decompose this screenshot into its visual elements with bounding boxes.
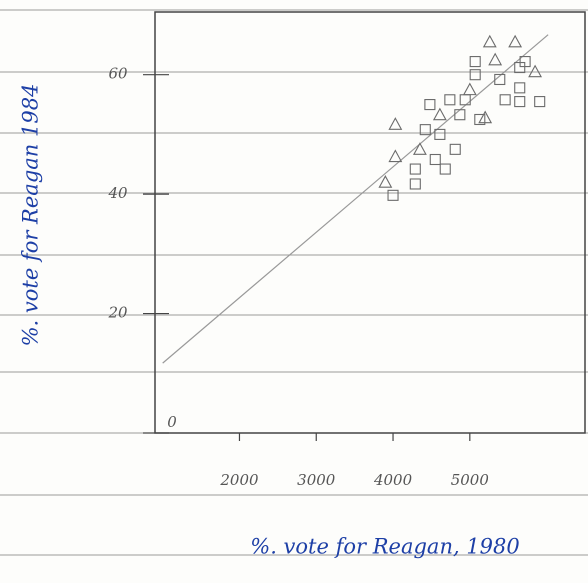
page: %. vote for Reagan 1984 %. vote for Reag… <box>0 0 588 583</box>
x-tick-label: 3000 <box>297 471 336 489</box>
point <box>440 164 450 174</box>
point <box>450 144 460 154</box>
point <box>388 190 398 200</box>
y-tick-label: 40 <box>107 184 128 202</box>
point <box>509 36 521 47</box>
point <box>379 176 391 187</box>
point <box>529 66 541 77</box>
y-tick-label: 60 <box>108 65 128 83</box>
plot-frame <box>155 12 585 433</box>
x-tick-label: 5000 <box>451 471 490 489</box>
x-axis-label: %. vote for Reagan, 1980 <box>250 535 520 559</box>
point <box>445 95 455 105</box>
point <box>515 97 525 107</box>
point <box>470 70 480 80</box>
y-tick-label: 20 <box>107 304 128 322</box>
point <box>434 109 446 120</box>
point <box>430 154 440 164</box>
point <box>435 129 445 139</box>
point <box>489 54 501 65</box>
point <box>535 97 545 107</box>
point <box>470 57 480 67</box>
trend-line <box>163 35 548 363</box>
point <box>425 100 435 110</box>
x-tick-label: 4000 <box>373 471 413 489</box>
point <box>410 164 420 174</box>
paper-lines <box>0 10 588 555</box>
y-tick-label: 0 <box>167 413 177 431</box>
point <box>500 95 510 105</box>
point <box>460 95 470 105</box>
chart: %. vote for Reagan 1984 %. vote for Reag… <box>0 0 588 583</box>
point <box>410 179 420 189</box>
y-axis-label: %. vote for Reagan 1984 <box>19 84 43 347</box>
point <box>389 151 401 162</box>
point <box>464 84 476 95</box>
point <box>414 143 426 154</box>
point <box>484 36 496 47</box>
point <box>515 83 525 93</box>
point <box>389 118 401 129</box>
x-tick-label: 2000 <box>219 471 259 489</box>
point <box>455 110 465 120</box>
